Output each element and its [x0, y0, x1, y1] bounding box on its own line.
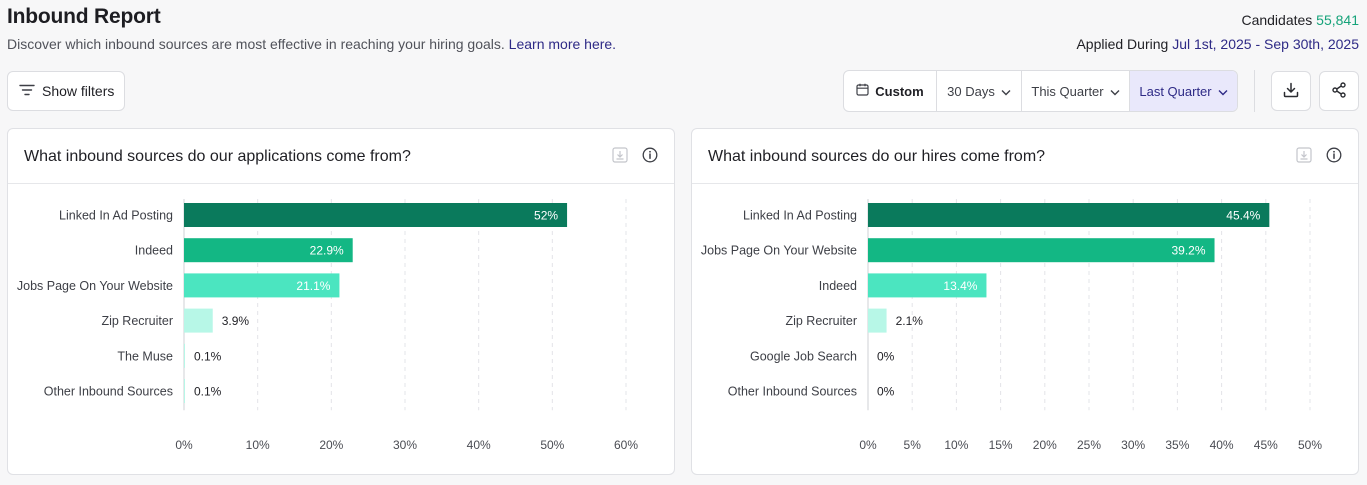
- hires-sources-card: What inbound sources do our hires come f…: [691, 128, 1359, 475]
- bar: [184, 273, 340, 298]
- applications-bar-chart: 0% 10% 20% 30% 40% 50% 60% Linked In Ad Posting…: [17, 199, 638, 452]
- category-label: Jobs Page On Your Website: [17, 279, 173, 293]
- x-tick-label: 45%: [1254, 438, 1278, 452]
- page-title: Inbound Report: [7, 5, 161, 28]
- range-label: This Quarter: [1031, 83, 1104, 99]
- category-label: Indeed: [819, 279, 857, 293]
- card-actions: [1296, 147, 1342, 168]
- subtitle-text: Discover which inbound sources are most …: [7, 36, 505, 52]
- download-icon: [1283, 82, 1299, 101]
- range-label: 30 Days: [947, 83, 995, 99]
- category-label: Linked In Ad Posting: [59, 209, 173, 223]
- applied-during: Applied During Jul 1st, 2025 - Sep 30th,…: [1076, 36, 1359, 52]
- bar-value-label: 22.9%: [310, 244, 344, 258]
- bar: [184, 203, 568, 227]
- applied-label: Applied During: [1076, 36, 1169, 52]
- range-this-quarter[interactable]: This Quarter: [1022, 71, 1130, 111]
- candidates-value: 55,841: [1316, 12, 1359, 28]
- candidates-count: Candidates 55,841: [1241, 12, 1359, 28]
- x-tick-label: 5%: [904, 438, 922, 452]
- card-actions: [612, 147, 658, 168]
- x-tick-label: 35%: [1165, 438, 1189, 452]
- applications-sources-card: What inbound sources do our applications…: [7, 128, 675, 475]
- learn-more-link[interactable]: Learn more here.: [508, 36, 617, 52]
- card-header: What inbound sources do our hires come f…: [692, 129, 1358, 184]
- chevron-down-icon: [1001, 84, 1011, 99]
- download-icon[interactable]: [1296, 147, 1312, 168]
- x-tick-label: 25%: [1077, 438, 1101, 452]
- bar-value-label: 13.4%: [943, 279, 977, 293]
- x-tick-label: 10%: [944, 438, 968, 452]
- bar-value-label: 52%: [534, 209, 558, 223]
- bar: [868, 238, 1215, 263]
- bar-value-label: 39.2%: [1171, 244, 1205, 258]
- calendar-icon: [856, 83, 869, 99]
- card-title: What inbound sources do our hires come f…: [708, 148, 1046, 165]
- toolbar-divider: [1254, 70, 1255, 112]
- bar: [184, 238, 353, 263]
- bar: [184, 379, 185, 403]
- range-label: Last Quarter: [1139, 83, 1212, 99]
- date-range-selector: Custom 30 Days This Quarter Last Quarter: [843, 70, 1238, 112]
- x-tick-label: 0%: [175, 438, 193, 452]
- x-tick-label: 50%: [1298, 438, 1322, 452]
- bar-value-label: 45.4%: [1226, 209, 1260, 223]
- x-tick-label: 40%: [1210, 438, 1234, 452]
- x-tick-label: 20%: [319, 438, 343, 452]
- category-label: Google Job Search: [750, 349, 857, 363]
- category-label: Other Inbound Sources: [728, 385, 857, 399]
- bar-value-label: 2.1%: [896, 314, 924, 328]
- show-filters-button[interactable]: Show filters: [7, 71, 125, 111]
- category-label: The Muse: [117, 349, 173, 363]
- bar-value-label: 3.9%: [222, 314, 250, 328]
- bar-value-label: 0.1%: [194, 385, 222, 399]
- info-icon[interactable]: [642, 147, 658, 168]
- category-label: Other Inbound Sources: [44, 385, 173, 399]
- range-last-quarter[interactable]: Last Quarter: [1130, 71, 1237, 111]
- bar: [868, 308, 887, 333]
- info-icon[interactable]: [1326, 147, 1342, 168]
- category-label: Linked In Ad Posting: [743, 209, 857, 223]
- share-icon: [1331, 81, 1347, 101]
- range-30-days[interactable]: 30 Days: [937, 71, 1022, 111]
- bar: [868, 203, 1270, 227]
- category-label: Jobs Page On Your Website: [701, 244, 857, 258]
- bar: [184, 343, 185, 368]
- hires-bar-chart: 0% 5% 10% 15% 20% 25% 30% 35% 40% 45% 50% Linked In…: [701, 199, 1322, 452]
- page-subtitle: Discover which inbound sources are most …: [7, 36, 616, 52]
- bar: [184, 308, 213, 333]
- range-custom[interactable]: Custom: [844, 71, 937, 111]
- range-label: Custom: [875, 83, 924, 99]
- applied-date-range: Jul 1st, 2025 - Sep 30th, 2025: [1172, 36, 1359, 52]
- x-tick-label: 30%: [393, 438, 417, 452]
- x-tick-label: 0%: [859, 438, 877, 452]
- chevron-down-icon: [1110, 84, 1120, 99]
- download-icon[interactable]: [612, 147, 628, 168]
- x-tick-label: 40%: [467, 438, 491, 452]
- filter-icon: [19, 83, 35, 99]
- bar-value-label: 0%: [877, 385, 895, 399]
- x-tick-label: 10%: [246, 438, 270, 452]
- download-button[interactable]: [1271, 71, 1311, 111]
- x-tick-label: 60%: [614, 438, 638, 452]
- x-tick-label: 20%: [1033, 438, 1057, 452]
- bar-value-label: 21.1%: [296, 279, 330, 293]
- bar-value-label: 0%: [877, 349, 895, 363]
- share-button[interactable]: [1319, 71, 1359, 111]
- bar: [868, 273, 987, 298]
- x-tick-label: 15%: [989, 438, 1013, 452]
- x-tick-label: 50%: [540, 438, 564, 452]
- category-label: Indeed: [135, 244, 173, 258]
- chevron-down-icon: [1218, 84, 1228, 99]
- show-filters-label: Show filters: [42, 83, 115, 99]
- candidates-label: Candidates: [1241, 12, 1313, 28]
- bar-value-label: 0.1%: [194, 349, 222, 363]
- x-tick-label: 30%: [1121, 438, 1145, 452]
- category-label: Zip Recruiter: [785, 314, 857, 328]
- card-header: What inbound sources do our applications…: [8, 129, 674, 184]
- card-title: What inbound sources do our applications…: [24, 148, 411, 165]
- category-label: Zip Recruiter: [101, 314, 173, 328]
